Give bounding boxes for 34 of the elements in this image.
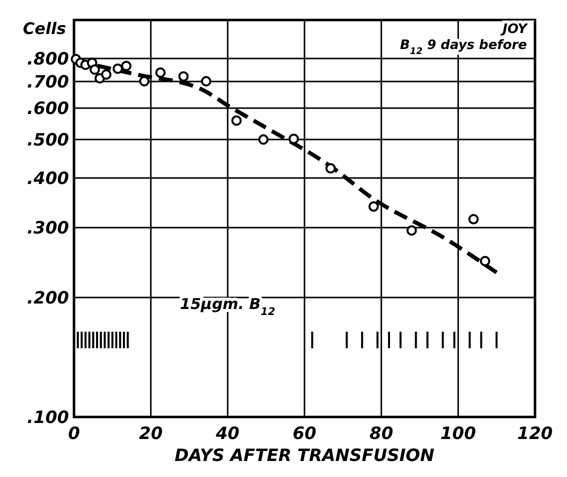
y-tick-label: .300 [27, 218, 70, 239]
x-tick-label: 100 [440, 424, 476, 444]
x-tick-label: 20 [138, 424, 163, 444]
point [406, 225, 417, 236]
point [468, 214, 479, 224]
point [101, 69, 112, 80]
point [90, 64, 100, 75]
point [325, 163, 336, 174]
point [155, 67, 166, 78]
point [112, 63, 123, 74]
y-tick-label: .800 [27, 49, 70, 70]
y-tick-label: .200 [27, 288, 70, 308]
y-tick-label: .400 [27, 168, 70, 189]
y-tick-label: .100 [27, 408, 70, 428]
point [200, 76, 212, 86]
point [480, 256, 490, 266]
point [139, 76, 150, 86]
x-tick-label: 40 [214, 424, 240, 444]
point [288, 134, 299, 144]
point [368, 201, 379, 212]
x-tick-label: 80 [369, 424, 394, 444]
y-tick-label: .600 [27, 99, 70, 120]
x-axis-title: DAYS AFTER TRANSFUSION [174, 446, 434, 466]
y-axis-title: Cells [22, 19, 66, 38]
x-tick-label: 120 [517, 424, 553, 444]
point [231, 115, 242, 126]
point [258, 134, 269, 145]
point [178, 71, 189, 82]
annotation: JOY [500, 22, 529, 37]
y-tick-label: .500 [27, 130, 70, 151]
point [121, 60, 132, 72]
y-tick-label: .700 [27, 72, 70, 92]
x-tick-label: 60 [292, 424, 316, 444]
x-tick-label: 0 [68, 424, 80, 444]
